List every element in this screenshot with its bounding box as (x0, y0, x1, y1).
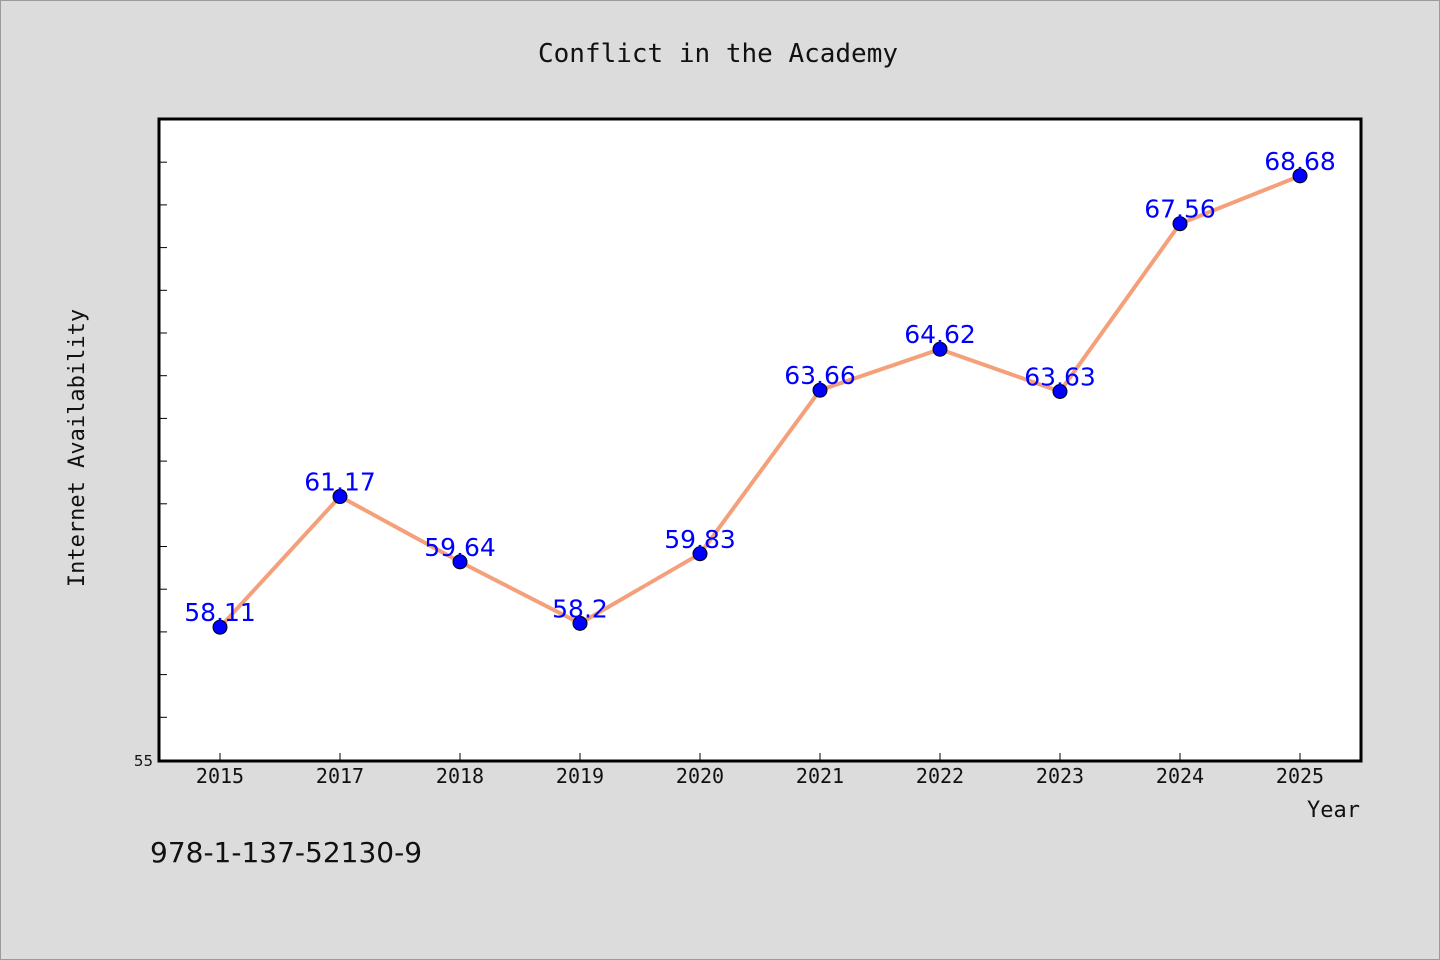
data-point-marker (1052, 383, 1068, 399)
x-tick-label: 2020 (676, 764, 724, 788)
data-point-marker (212, 619, 228, 635)
series-markers (212, 168, 1308, 635)
x-tick-label: 2025 (1276, 764, 1324, 788)
y-axis-label: Internet Availability (65, 309, 90, 587)
plot-area (157, 117, 1363, 763)
series-line (218, 174, 1301, 629)
x-tick-label: 2021 (796, 764, 844, 788)
data-label: 64.62 (904, 320, 976, 349)
data-labels: 58.11 61.17 59.64 58.2 59.83 63.66 64.62 63.63 6… (184, 147, 1336, 627)
data-point-marker (572, 615, 588, 631)
data-point-marker (452, 554, 468, 570)
data-label: 68.68 (1264, 147, 1336, 176)
chart-title: Conflict in the Academy (538, 39, 898, 69)
y-axis-ticks (159, 161, 167, 718)
x-tick-label: 2023 (1036, 764, 1084, 788)
data-point-marker (932, 341, 948, 357)
data-label: 63.63 (1024, 362, 1096, 391)
data-label: 58.11 (184, 598, 256, 627)
data-label: 63.66 (784, 361, 856, 390)
data-point-marker (1172, 216, 1188, 232)
x-axis-label: Year (1307, 798, 1360, 823)
data-label: 67.56 (1144, 195, 1216, 224)
x-tick-label: 2022 (916, 764, 964, 788)
x-tick-label: 2017 (316, 764, 364, 788)
isbn-text: 978-1-137-52130-9 (150, 836, 422, 869)
y-tick-label-min: 55 (134, 752, 153, 770)
data-label: 59.83 (664, 525, 736, 554)
data-label: 58.2 (552, 594, 608, 623)
data-point-marker (692, 546, 708, 562)
data-point-marker (812, 382, 828, 398)
x-axis-ticks: 2015 2017 2018 2019 2020 2021 2022 2023 2024 2025 (196, 753, 1324, 788)
data-label: 59.64 (424, 533, 496, 562)
series-polyline (218, 174, 1301, 629)
data-point-marker (332, 489, 348, 505)
x-tick-label: 2015 (196, 764, 244, 788)
data-label: 61.17 (304, 468, 376, 497)
x-tick-label: 2024 (1156, 764, 1204, 788)
x-tick-label: 2019 (556, 764, 604, 788)
data-point-marker (1292, 168, 1308, 184)
x-tick-label: 2018 (436, 764, 484, 788)
